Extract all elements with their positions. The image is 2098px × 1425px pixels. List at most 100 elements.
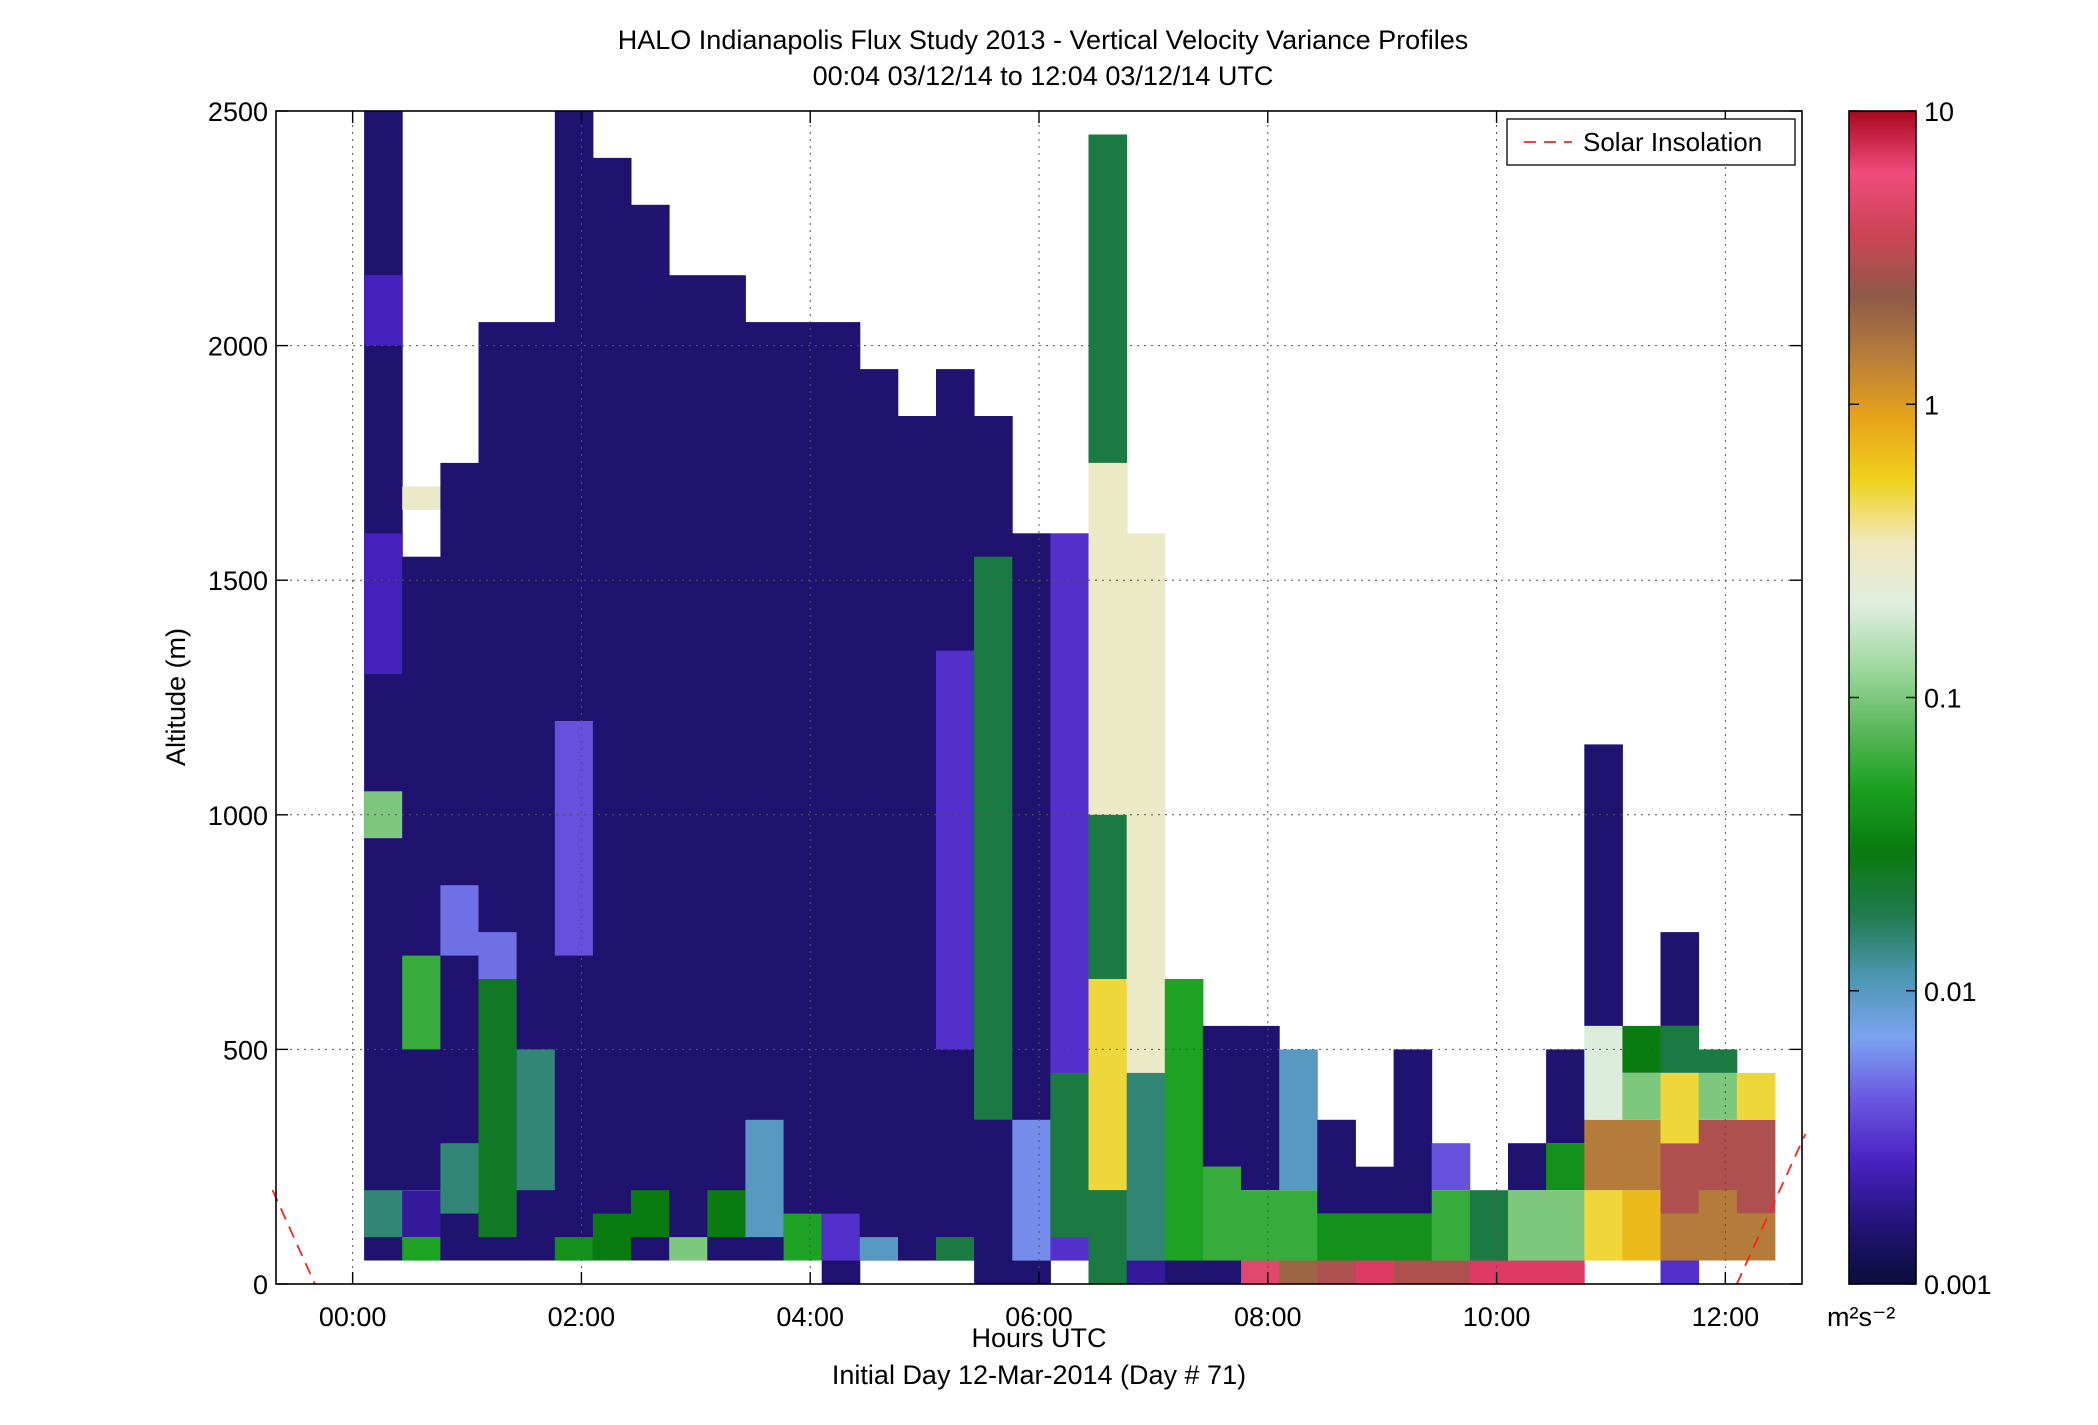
- heatmap-cell: [745, 1119, 784, 1238]
- x-axis-label-secondary: Initial Day 12-Mar-2014 (Day # 71): [832, 1360, 1246, 1390]
- x-tick-label: 00:00: [319, 1302, 387, 1332]
- heatmap-cell: [478, 932, 518, 979]
- heatmap-cell: [1546, 1049, 1585, 1144]
- heatmap-cell: [783, 322, 823, 1261]
- heatmap-cell: [1546, 1143, 1585, 1191]
- x-tick-label: 12:00: [1692, 1302, 1760, 1332]
- heatmap-cell: [1317, 1119, 1356, 1214]
- heatmap-cell: [974, 556, 1013, 1120]
- heatmap-cell: [1660, 1260, 1700, 1284]
- heatmap-cell: [821, 322, 861, 1285]
- heatmap-cell: [1584, 1119, 1623, 1191]
- heatmap-cell: [936, 1237, 975, 1261]
- colorbar-tick-label: 1: [1924, 390, 1939, 420]
- x-tick-label: 04:00: [776, 1302, 844, 1332]
- heatmap-cell: [1431, 1190, 1471, 1261]
- heatmap-cell: [631, 204, 670, 1261]
- heatmap-cell: [364, 1190, 403, 1238]
- legend: Solar Insolation: [1506, 118, 1796, 166]
- y-tick-label: 2500: [208, 97, 268, 127]
- solar-insolation-curve: [271, 1133, 1807, 1285]
- y-axis-ticks: 0 500 1000 1500 2000 2500: [208, 97, 1802, 1300]
- heatmap-cell: [1698, 1119, 1738, 1191]
- heatmap-cell: [1698, 1072, 1738, 1120]
- chart-subtitle: 00:04 03/12/14 to 12:04 03/12/14 UTC: [813, 61, 1274, 91]
- heatmap-cell: [554, 1237, 594, 1261]
- x-axis-ticks: 00:00 02:00 04:00 06:00 08:00 10:00 12:00: [319, 111, 1759, 1332]
- x-tick-label: 02:00: [548, 1302, 616, 1332]
- heatmap-cell: [1622, 1190, 1661, 1261]
- heatmap-cell: [1431, 1143, 1471, 1191]
- heatmap-cell: [745, 322, 784, 1261]
- y-axis-label: Altitude (m): [161, 628, 191, 766]
- heatmap-cell: [707, 275, 746, 1261]
- heatmap-cell: [1660, 1143, 1700, 1214]
- heatmap-cell: [1355, 1260, 1395, 1284]
- heatmap-cell: [1469, 1260, 1509, 1284]
- heatmap-cell: [1088, 462, 1128, 815]
- heatmap-cell: [1241, 1260, 1280, 1284]
- heatmap-cell: [783, 1213, 823, 1261]
- x-axis-label: Hours UTC: [971, 1323, 1106, 1353]
- heatmap-cell: [1546, 1190, 1585, 1261]
- solar-insolation-segment: [1735, 1133, 1807, 1285]
- heatmap-cell: [1508, 1143, 1547, 1191]
- heatmap-cell: [1736, 1072, 1776, 1120]
- heatmap-cell: [859, 1237, 899, 1261]
- heatmap-cell: [1126, 1260, 1166, 1284]
- heatmap-cell: [364, 533, 403, 675]
- colorbar: [1848, 110, 1917, 1285]
- heatmap-cell: [554, 721, 594, 956]
- heatmap-cell: [1393, 1049, 1433, 1214]
- heatmap-cell: [402, 955, 441, 1050]
- heatmap-cell: [1431, 1260, 1471, 1284]
- heatmap-cell: [1660, 1072, 1700, 1144]
- heatmap-cell: [402, 486, 441, 510]
- heatmap-cell: [1202, 1260, 1242, 1284]
- heatmap-cell: [364, 275, 403, 346]
- heatmap-cell: [1736, 1213, 1776, 1261]
- y-tick-label: 1500: [208, 566, 268, 596]
- colorbar-tick-label: 0.1: [1924, 684, 1962, 714]
- colorbar-units: m²s⁻²: [1827, 1302, 1895, 1332]
- heatmap-cell: [402, 1190, 441, 1238]
- heatmap-cell: [669, 275, 708, 1261]
- heatmap-cell: [1164, 979, 1204, 1261]
- solar-insolation-segment: [271, 1189, 316, 1285]
- heatmap-cell: [936, 650, 975, 1050]
- heatmap-cell: [1698, 1049, 1738, 1073]
- colorbar-tick-label: 0.001: [1924, 1270, 1992, 1300]
- heatmap-cell: [592, 157, 632, 1261]
- heatmap-cell: [440, 462, 479, 1261]
- y-tick-label: 500: [223, 1035, 268, 1065]
- heatmap-cell: [1393, 1260, 1433, 1284]
- heatmap-cell: [440, 1143, 479, 1214]
- heatmap-cell: [440, 885, 479, 956]
- heatmap-cell: [1241, 1025, 1280, 1191]
- heatmap-cell: [402, 556, 441, 1191]
- heatmap-cell: [1508, 1260, 1547, 1284]
- heatmap-cell: [1736, 1119, 1776, 1214]
- heatmap-cell: [1050, 1072, 1089, 1238]
- chart-title: HALO Indianapolis Flux Study 2013 - Vert…: [618, 25, 1468, 55]
- colorbar-tick-label: 10: [1924, 97, 1954, 127]
- heatmap-cell: [898, 416, 937, 1261]
- heatmap-cell: [1622, 1119, 1661, 1191]
- heatmap-cell: [1126, 533, 1166, 1073]
- heatmap-cell: [1622, 1072, 1661, 1120]
- heatmap-cell: [1508, 1190, 1547, 1261]
- heatmap-cell: [516, 1049, 556, 1191]
- heatmap-cell: [1202, 1025, 1242, 1167]
- heatmap-cell: [478, 979, 518, 1238]
- heatmap-cell: [1393, 1213, 1433, 1261]
- colorbar-ticks: 0.001 0.01 0.1 1 10: [1849, 97, 1992, 1300]
- y-tick-label: 0: [253, 1270, 268, 1300]
- heatmap-cell: [1279, 1049, 1318, 1191]
- heatmap-cell: [1660, 932, 1700, 1026]
- heatmap-cell: [1584, 1025, 1623, 1120]
- heatmap-cell: [1202, 1166, 1242, 1261]
- x-tick-label: 06:00: [1005, 1302, 1073, 1332]
- heatmap-cell: [631, 1190, 670, 1238]
- heatmap-cells: [364, 111, 1776, 1285]
- heatmap-cell: [821, 1213, 861, 1261]
